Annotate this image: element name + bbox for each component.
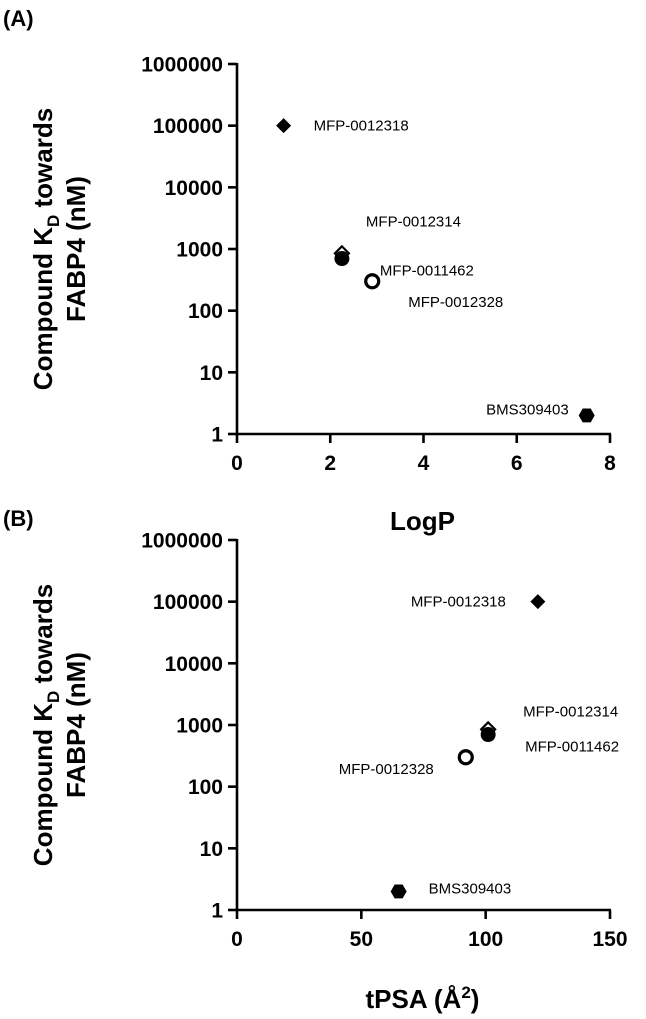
y-tick-label: 1000 xyxy=(176,239,223,262)
data-point-label: MFP-0012318 xyxy=(411,594,506,611)
data-point-diamond xyxy=(530,594,546,610)
y-tick-label: 1000 xyxy=(176,715,223,738)
data-point-circle xyxy=(480,727,496,743)
data-point-label: BMS309403 xyxy=(486,401,569,418)
x-axis-title-sup: 2 xyxy=(461,983,470,1002)
data-point-label: MFP-0012314 xyxy=(366,213,461,230)
panel-label: (A) xyxy=(3,6,34,31)
data-point-label: MFP-0012328 xyxy=(408,294,503,311)
data-point-label: BMS309403 xyxy=(429,880,512,897)
x-axis-title-main: tPSA (Å xyxy=(366,984,462,1014)
x-tick-label: 6 xyxy=(511,452,523,475)
y-axis-title-line2: FABP4 (nM) xyxy=(61,652,91,798)
y-tick-label: 100 xyxy=(188,776,223,799)
x-axis-title-end: ) xyxy=(471,984,480,1014)
y-axis-title-rest: towards xyxy=(28,584,58,691)
x-tick-label: 4 xyxy=(418,452,430,475)
data-point-label: MFP-0011462 xyxy=(380,263,474,280)
x-tick-label: 50 xyxy=(350,928,373,951)
y-axis-title-sub: D xyxy=(44,215,63,227)
panel-label: (B) xyxy=(3,506,34,531)
x-tick-label: 0 xyxy=(231,452,243,475)
x-tick-label: 150 xyxy=(592,928,627,951)
y-axis-title-line1: Compound KD towards xyxy=(28,108,63,390)
y-tick-label: 10000 xyxy=(165,177,223,200)
y-tick-label: 1000000 xyxy=(141,54,223,77)
y-tick-label: 1 xyxy=(211,900,223,923)
panel-b: (B) 1 10 100 1000 10000 100000 1000000 0 50 100 150… xyxy=(3,506,628,1014)
y-tick-label: 10000 xyxy=(165,653,223,676)
data-point-circle-open xyxy=(457,749,474,766)
y-axis-title-rest: towards xyxy=(28,108,58,215)
y-axis-title-sub: D xyxy=(44,691,63,703)
data-point-label: MFP-0011462 xyxy=(525,739,619,756)
x-axis-title: tPSA (Å2) xyxy=(366,983,480,1014)
data-point-hexagon xyxy=(578,408,595,423)
data-point-label: MFP-0012314 xyxy=(523,703,618,720)
data-point-circle-open xyxy=(364,273,381,290)
y-axis-title-main: Compound K xyxy=(28,227,58,390)
panel-a: (A) 1 10 100 1000 10000 100000 1000000 0 2 4 6 8 LogP… xyxy=(3,6,616,536)
data-point-circle xyxy=(334,251,350,267)
x-tick-label: 8 xyxy=(604,452,616,475)
data-point-label: MFP-0012328 xyxy=(339,761,434,778)
y-tick-label: 1 xyxy=(211,424,223,447)
y-tick-label: 10 xyxy=(200,362,223,385)
x-tick-label: 2 xyxy=(324,452,336,475)
x-axis-title: LogP xyxy=(390,506,455,536)
data-point-hexagon xyxy=(390,884,407,899)
y-axis-title-main: Compound K xyxy=(28,703,58,866)
y-axis-title-line1: Compound KD towards xyxy=(28,584,63,866)
x-tick-label: 100 xyxy=(468,928,503,951)
y-tick-label: 100000 xyxy=(153,591,223,614)
y-tick-label: 1000000 xyxy=(141,530,223,553)
data-point-diamond xyxy=(276,118,292,134)
y-tick-label: 100 xyxy=(188,300,223,323)
y-tick-label: 100000 xyxy=(153,115,223,138)
y-tick-label: 10 xyxy=(200,838,223,861)
y-axis-title-line2: FABP4 (nM) xyxy=(61,176,91,322)
x-tick-label: 0 xyxy=(231,928,243,951)
data-point-label: MFP-0012318 xyxy=(314,118,409,135)
